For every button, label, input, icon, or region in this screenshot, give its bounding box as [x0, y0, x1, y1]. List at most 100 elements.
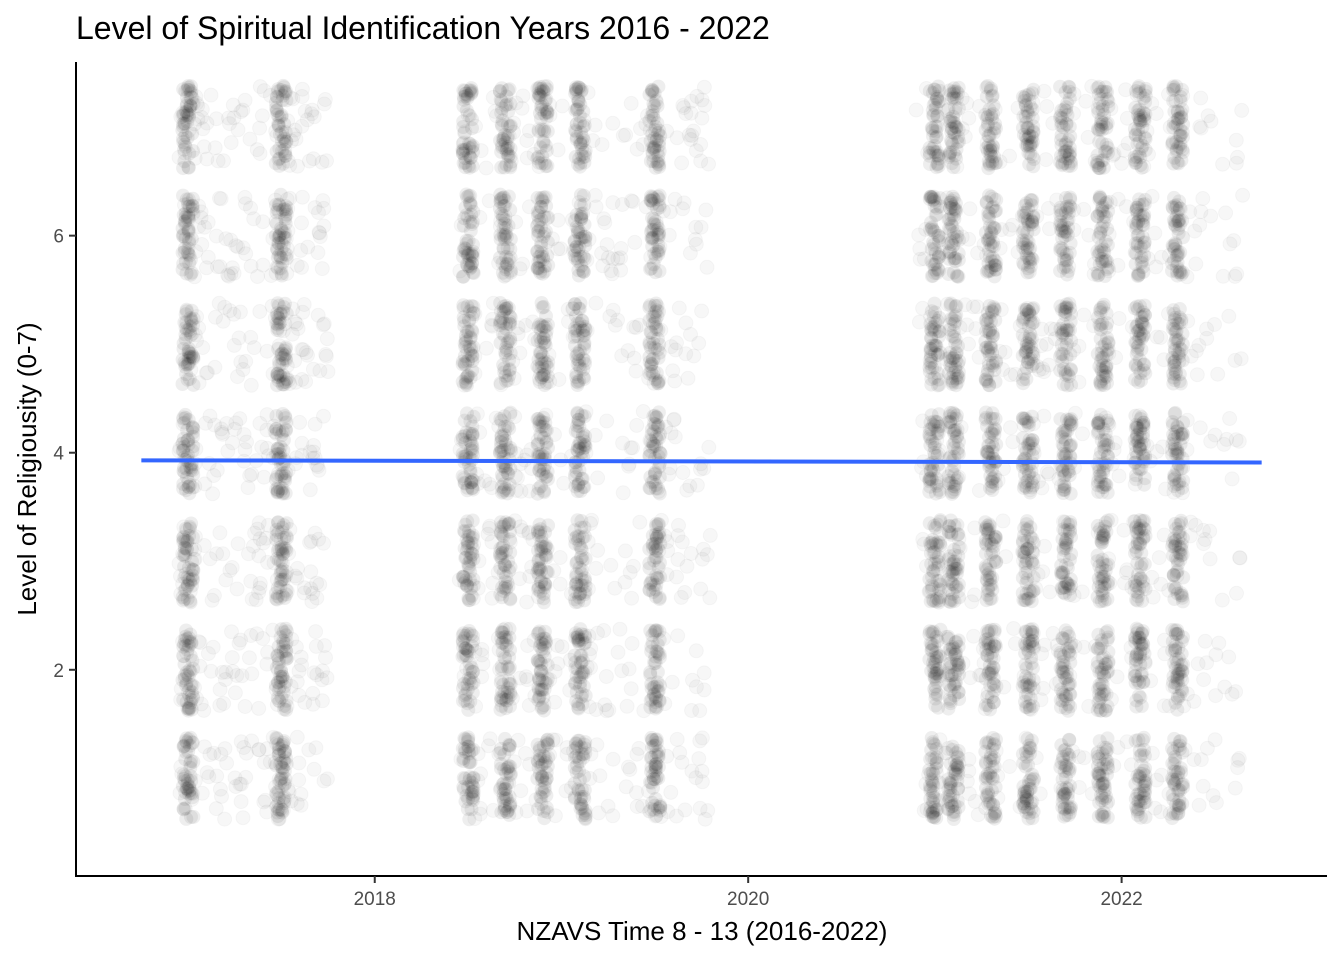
data-point [925, 774, 939, 789]
data-point [184, 754, 199, 768]
data-point [276, 300, 291, 315]
data-point [273, 187, 288, 202]
data-point [182, 521, 197, 536]
data-point [270, 691, 285, 705]
data-point [499, 569, 513, 584]
data-point [1020, 784, 1035, 799]
data-point [274, 756, 289, 770]
data-point [176, 336, 191, 351]
data-point [499, 804, 514, 819]
data-point [242, 547, 256, 561]
data-point [177, 465, 192, 480]
data-point [536, 804, 551, 818]
data-point [461, 556, 476, 571]
data-point [575, 801, 590, 816]
data-point [181, 744, 196, 759]
data-point [184, 636, 199, 651]
data-point [536, 631, 551, 646]
data-point [537, 756, 552, 770]
data-point [176, 106, 191, 121]
data-point [465, 530, 480, 545]
data-point [643, 700, 658, 715]
data-point [535, 785, 550, 800]
data-point [1225, 472, 1239, 486]
data-point [180, 570, 195, 585]
data-point [176, 188, 190, 203]
data-point [497, 762, 512, 777]
data-point [494, 625, 509, 640]
data-point [309, 625, 323, 639]
data-point [1228, 781, 1242, 795]
data-point [651, 744, 666, 759]
data-point [178, 733, 193, 748]
data-point [466, 664, 481, 679]
data-point [271, 737, 286, 752]
data-point [181, 80, 196, 95]
data-point [183, 324, 198, 339]
data-point [273, 315, 288, 330]
data-point [922, 516, 937, 531]
data-point [178, 231, 193, 246]
data-point [180, 82, 195, 97]
data-point [1025, 622, 1040, 637]
data-point [458, 686, 473, 701]
data-point [531, 579, 546, 594]
data-point [276, 633, 291, 648]
data-point [177, 657, 192, 672]
data-point [181, 79, 196, 94]
data-point [1019, 517, 1034, 532]
data-point [681, 371, 695, 385]
data-point [271, 118, 286, 133]
data-point [179, 461, 194, 476]
data-point [176, 207, 191, 222]
data-point [646, 680, 661, 695]
data-point [218, 812, 232, 826]
data-point [464, 802, 479, 817]
data-point [176, 529, 191, 544]
data-point [536, 690, 551, 705]
data-point [462, 663, 477, 678]
data-point [494, 625, 509, 639]
data-point [269, 660, 284, 675]
data-point [274, 542, 289, 557]
data-point [1228, 353, 1242, 367]
data-point [178, 769, 193, 784]
data-point [178, 638, 193, 653]
data-point [178, 411, 193, 425]
data-point [574, 514, 589, 528]
data-point [648, 758, 663, 772]
data-point [178, 629, 193, 644]
data-point [460, 480, 475, 495]
data-point [278, 486, 293, 501]
data-point [461, 671, 476, 686]
scatter-points [175, 78, 1242, 827]
data-point [277, 777, 292, 792]
data-point [178, 407, 193, 422]
data-point [625, 591, 639, 605]
data-point [1129, 647, 1144, 662]
data-point [500, 129, 515, 143]
data-point [317, 201, 331, 215]
data-point [462, 426, 477, 441]
data-point [275, 481, 290, 496]
data-point [538, 138, 553, 153]
data-point [278, 146, 292, 161]
data-point [649, 700, 664, 715]
data-point [1197, 673, 1211, 687]
data-point [269, 316, 284, 331]
data-point [499, 639, 514, 653]
data-point [503, 796, 518, 811]
data-point [534, 335, 549, 350]
data-point [458, 732, 473, 747]
data-point [495, 645, 510, 659]
data-point [648, 265, 663, 280]
data-point [182, 486, 197, 501]
data-point [578, 811, 593, 826]
data-point [269, 447, 284, 462]
data-point [208, 360, 222, 374]
data-point [591, 626, 605, 640]
data-point [462, 529, 477, 544]
data-point [493, 745, 508, 760]
data-point [185, 463, 200, 478]
data-point [626, 195, 640, 209]
